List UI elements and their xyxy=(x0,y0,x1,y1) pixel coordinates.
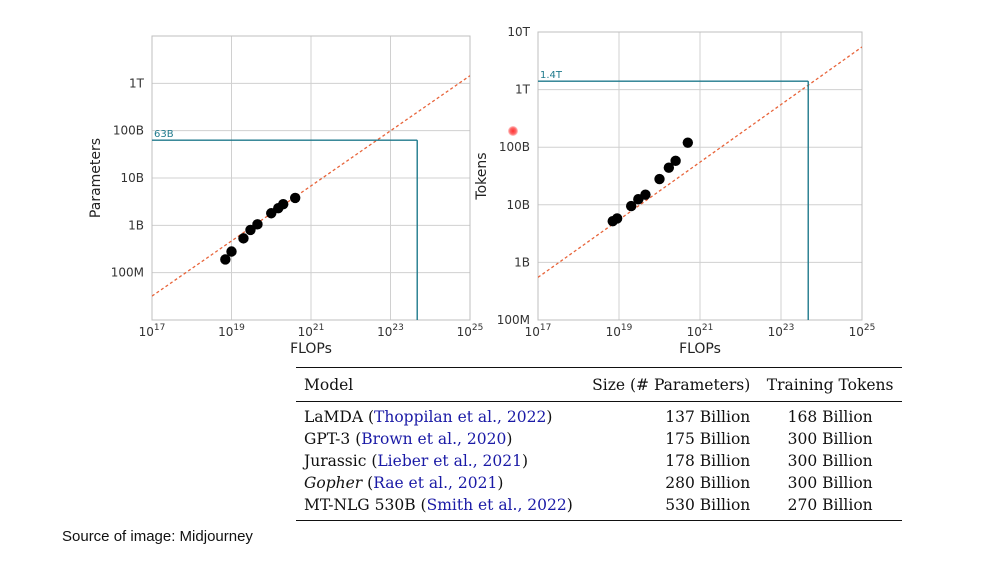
tokens-cell: 300 Billion xyxy=(787,452,873,470)
data-point xyxy=(663,162,675,173)
plot-frame xyxy=(537,31,863,321)
x-tick-label: 1021 xyxy=(687,323,714,339)
header-tokens: Training Tokens xyxy=(766,375,894,394)
y-tick-label: 100B xyxy=(499,140,530,154)
model-name: GPT-3 xyxy=(304,430,351,448)
data-point xyxy=(245,224,256,236)
citation-link[interactable]: Thoppilan et al., 2022 xyxy=(374,408,547,426)
y-axis-label: Tokens xyxy=(474,152,490,200)
model-cell: Jurassic (Lieber et al., 2021) xyxy=(304,452,529,470)
y-tick-label: 100B xyxy=(113,124,144,138)
model-table: Model Size (# Parameters) Training Token… xyxy=(296,367,902,521)
tokens-cell: 300 Billion xyxy=(787,430,873,448)
size-cell: 280 Billion xyxy=(665,474,751,492)
tokens-cell: 270 Billion xyxy=(787,496,873,514)
table-row: GPT-3 (Brown et al., 2020) 175 Billion 300… xyxy=(296,428,902,450)
data-point xyxy=(670,155,681,167)
data-point xyxy=(289,192,301,204)
cursor-pointer-icon xyxy=(508,126,518,136)
x-tick-label: 1025 xyxy=(457,323,484,339)
x-axis-label: FLOPs xyxy=(679,341,721,357)
image-caption: Source of image: Midjourney xyxy=(62,528,253,545)
citation-link[interactable]: Lieber et al., 2021 xyxy=(377,452,522,470)
citation-link[interactable]: Rae et al., 2021 xyxy=(373,474,498,492)
plot-frame xyxy=(151,35,471,321)
model-cell: LaMDA (Thoppilan et al., 2022) xyxy=(304,408,553,426)
model-name: Jurassic xyxy=(304,452,367,470)
table-row: MT-NLG 530B (Smith et al., 2022) 530 Bill… xyxy=(296,494,902,521)
table-body: LaMDA (Thoppilan et al., 2022) 137 Billio… xyxy=(296,402,902,521)
data-point xyxy=(252,219,263,230)
tokens-cell: 168 Billion xyxy=(787,408,873,426)
model-cell: MT-NLG 530B (Smith et al., 2022) xyxy=(304,496,573,514)
y-tick-label: 10B xyxy=(506,198,530,212)
x-tick-label: 1019 xyxy=(218,323,245,339)
reference-label: 1.4T xyxy=(540,70,563,81)
data-point xyxy=(625,200,637,212)
y-tick-label: 10T xyxy=(507,25,530,39)
y-tick-label: 1T xyxy=(129,76,145,90)
data-point xyxy=(682,137,694,148)
table-row: Jurassic (Lieber et al., 2021) 178 Billio… xyxy=(296,450,902,472)
tokens-cell: 300 Billion xyxy=(787,474,873,492)
y-tick-label: 10B xyxy=(120,171,144,185)
citation-link[interactable]: Smith et al., 2022 xyxy=(426,496,567,514)
size-cell: 178 Billion xyxy=(665,452,751,470)
model-cell: GPT-3 (Brown et al., 2020) xyxy=(304,430,513,448)
size-cell: 175 Billion xyxy=(665,430,751,448)
x-tick-label: 1025 xyxy=(849,323,876,339)
data-point xyxy=(654,173,665,185)
header-size: Size (# Parameters) xyxy=(592,375,751,394)
model-name: MT-NLG 530B xyxy=(304,496,416,514)
citation-link[interactable]: Brown et al., 2020 xyxy=(361,430,507,448)
data-point xyxy=(226,246,237,257)
model-cell: Gopher (Rae et al., 2021) xyxy=(304,474,504,492)
y-tick-label: 100M xyxy=(497,313,530,327)
trend-line xyxy=(152,75,470,297)
reference-label: 63B xyxy=(154,129,174,140)
x-tick-label: 1017 xyxy=(139,323,166,339)
x-tick-label: 1023 xyxy=(768,323,795,339)
x-tick-label: 1021 xyxy=(298,323,325,339)
x-tick-label: 1019 xyxy=(606,323,633,339)
y-tick-label: 1B xyxy=(514,255,530,269)
model-name: LaMDA xyxy=(304,408,364,426)
y-axis-label: Parameters xyxy=(88,138,104,218)
size-cell: 530 Billion xyxy=(665,496,751,514)
data-point xyxy=(220,254,231,265)
data-point xyxy=(238,233,249,244)
y-tick-label: 1T xyxy=(515,83,531,97)
table-row: LaMDA (Thoppilan et al., 2022) 137 Billio… xyxy=(296,402,902,429)
data-point xyxy=(611,213,623,224)
data-point xyxy=(278,198,289,210)
model-name: Gopher xyxy=(304,474,363,492)
table-row: Gopher (Rae et al., 2021) 280 Billion 300 … xyxy=(296,472,902,494)
size-cell: 137 Billion xyxy=(665,408,751,426)
header-model: Model xyxy=(304,375,354,394)
chart-1: 63B 1017 1019 1021 1023 1025 100M 1B 10B 100B 1T FL… xyxy=(88,35,484,357)
y-tick-label: 1B xyxy=(128,218,144,232)
y-tick-label: 100M xyxy=(111,266,144,280)
data-point xyxy=(640,189,651,200)
table-header-row: Model Size (# Parameters) Training Token… xyxy=(296,367,902,402)
x-tick-label: 1023 xyxy=(377,323,404,339)
x-axis-label: FLOPs xyxy=(290,341,332,357)
